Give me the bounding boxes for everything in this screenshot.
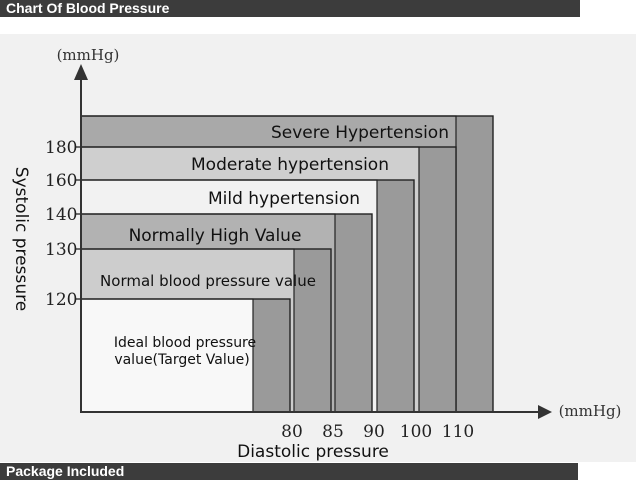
zone-rect xyxy=(80,298,254,413)
x-tick-label: 100 xyxy=(400,422,432,442)
zone-label: Normal blood pressure value xyxy=(100,272,316,290)
package-section-header: Package Included xyxy=(0,463,578,480)
zone-label: value(Target Value) xyxy=(114,352,249,368)
chart-section-header: Chart Of Blood Pressure xyxy=(0,0,580,17)
y-axis-title: Systolic pressure xyxy=(11,167,31,311)
x-tick-label: 110 xyxy=(442,422,474,442)
zone-shadow xyxy=(294,249,331,412)
y-tick-label: 130 xyxy=(45,240,77,260)
x-axis-title: Diastolic pressure xyxy=(237,442,389,462)
y-tick-label: 180 xyxy=(45,138,77,158)
chart-canvas: Severe Hypertension Moderate hypertension… xyxy=(11,46,622,462)
section-title: Chart Of Blood Pressure xyxy=(6,0,170,16)
x-tick-label: 90 xyxy=(363,422,385,442)
y-axis-arrow xyxy=(74,64,88,80)
x-tick-label: 85 xyxy=(322,422,344,442)
zone-shadow xyxy=(377,180,414,412)
x-axis-arrow xyxy=(538,405,552,419)
zone-label: Mild hypertension xyxy=(208,189,360,209)
section-title: Package Included xyxy=(6,463,125,479)
blood-pressure-chart: Severe Hypertension Moderate hypertension… xyxy=(0,34,636,462)
zone-shadow xyxy=(419,147,456,412)
zone-shadow xyxy=(456,116,493,412)
y-tick-label: 160 xyxy=(45,171,77,191)
zone-label: Severe Hypertension xyxy=(271,123,449,143)
zone-label: Moderate hypertension xyxy=(191,155,389,175)
zone-label: Normally High Value xyxy=(129,226,302,246)
zone-shadow xyxy=(253,299,290,412)
y-tick-label: 120 xyxy=(45,290,77,310)
zone-shadow xyxy=(335,214,372,412)
y-tick-label: 140 xyxy=(45,205,77,225)
x-unit-label: (mmHg) xyxy=(559,402,622,420)
zone-label: Ideal blood pressure xyxy=(114,335,256,351)
x-tick-label: 80 xyxy=(281,422,303,442)
y-unit-label: (mmHg) xyxy=(57,46,120,64)
